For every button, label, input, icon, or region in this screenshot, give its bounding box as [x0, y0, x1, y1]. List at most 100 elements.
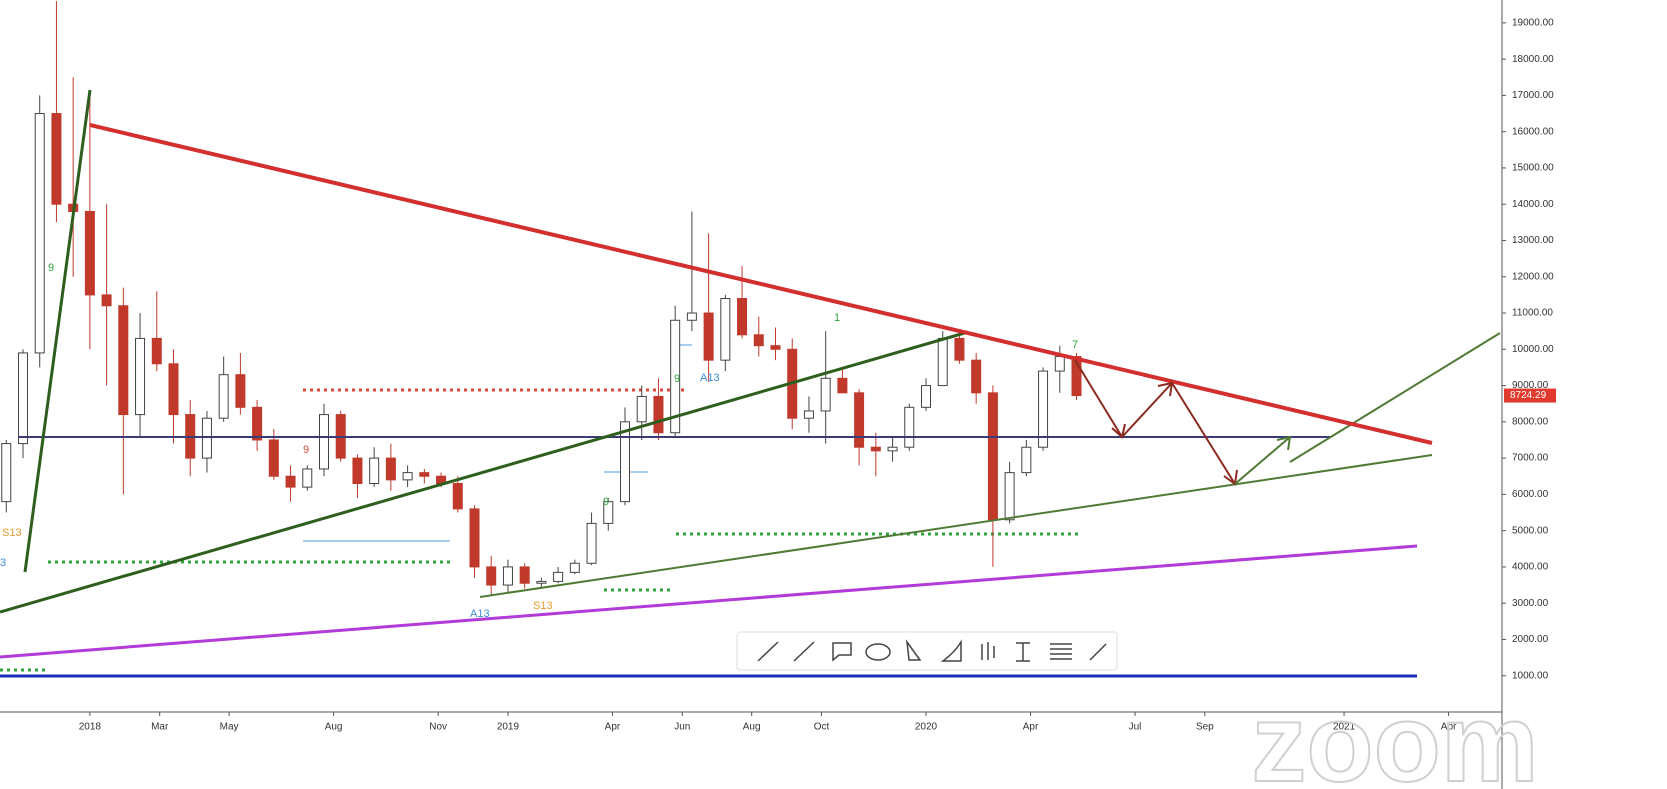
- x-tick-label: Aug: [743, 722, 761, 733]
- annotation: 9: [603, 496, 609, 508]
- y-tick-label: 12000.00: [1512, 271, 1554, 282]
- y-tick-label: 16000.00: [1512, 126, 1554, 137]
- annotation: S13: [533, 600, 553, 612]
- arrow-head: [1111, 423, 1126, 439]
- candle-body: [385, 457, 396, 481]
- annotation: 9: [48, 262, 54, 274]
- y-tick-label: 7000.00: [1512, 453, 1549, 464]
- trend-line-tool[interactable]: [757, 641, 779, 662]
- pattern-tool[interactable]: [940, 639, 962, 662]
- candle-body: [469, 508, 480, 568]
- candle-body: [201, 417, 212, 459]
- candle-body: [904, 406, 915, 448]
- annotation: 9: [674, 373, 680, 385]
- x-tick-label: Jun: [674, 722, 690, 733]
- candle-body: [837, 377, 848, 394]
- candle-body: [51, 113, 62, 205]
- axes: 1000.00 2000.00 3000.00 4000.00 5000.00 6000.…: [0, 0, 1556, 789]
- candle-body: [1021, 446, 1032, 474]
- x-tick-label: Jul: [1129, 722, 1142, 733]
- y-tick-label: 4000.00: [1512, 562, 1549, 573]
- projection-path: [1074, 359, 1236, 485]
- x-tick-label: Apr: [1023, 722, 1039, 733]
- candle-body: [151, 337, 162, 365]
- y-tick-label: 8000.00: [1512, 416, 1549, 427]
- arrow-head: [1157, 381, 1174, 397]
- ellipse-tool[interactable]: [865, 643, 891, 661]
- candle-body: [168, 363, 179, 416]
- candles: [1, 1, 1082, 596]
- candle-body: [753, 334, 764, 347]
- x-tick-label: Sep: [1196, 722, 1214, 733]
- candle-body: [686, 312, 697, 321]
- brush-tool[interactable]: [1089, 643, 1107, 661]
- ray-tool[interactable]: [793, 641, 815, 662]
- x-tick-label: 2019: [497, 722, 520, 733]
- x-tick-label: Apr: [605, 722, 621, 733]
- candle-body: [17, 352, 28, 445]
- candle-body: [1, 443, 12, 503]
- y-tick-label: 1000.00: [1512, 670, 1549, 681]
- y-tick-label: 19000.00: [1512, 17, 1554, 28]
- trend-line: [1289, 332, 1501, 463]
- candle-body: [318, 414, 329, 470]
- forecast-tool[interactable]: [981, 642, 995, 660]
- candle-body: [887, 446, 898, 452]
- candle-body: [820, 377, 831, 412]
- candle-body: [1004, 472, 1015, 521]
- watermark: zoom: [1251, 682, 1538, 789]
- callout-tool[interactable]: [832, 642, 852, 662]
- y-tick-label: 3000.00: [1512, 598, 1549, 609]
- toolbar: [736, 631, 1118, 671]
- last-price-label: 8724.29: [1510, 390, 1547, 401]
- candle-body: [218, 374, 229, 419]
- candle-body: [770, 345, 781, 350]
- candle-body: [252, 406, 263, 441]
- measure-tool[interactable]: [1016, 642, 1030, 662]
- candle-body: [502, 566, 513, 586]
- x-tick-label: Oct: [814, 722, 830, 733]
- candle-body: [987, 392, 998, 521]
- annotation: 1: [834, 312, 840, 324]
- candle-body: [620, 421, 630, 503]
- candle-body: [954, 337, 965, 361]
- candle-body: [603, 501, 614, 524]
- candle-body: [971, 359, 982, 394]
- candle-body: [1054, 356, 1065, 372]
- trend-line: [89, 123, 1433, 445]
- x-tick-label: 2021: [1333, 722, 1356, 733]
- y-tick-label: 13000.00: [1512, 235, 1554, 246]
- y-tick-label: 6000.00: [1512, 489, 1549, 500]
- candle-body: [586, 522, 597, 564]
- annotations: S13 9 9 A13 S13 9 9 A13 1 7 3: [0, 262, 1078, 620]
- annotation: A13: [470, 608, 490, 620]
- x-tick-label: May: [220, 722, 239, 733]
- candle-body: [703, 312, 714, 361]
- x-tick-label: Aug: [325, 722, 343, 733]
- x-tick-label: 2020: [915, 722, 938, 733]
- candle-body: [1038, 370, 1049, 448]
- trend-line: [0, 330, 969, 614]
- candle-body: [803, 410, 814, 419]
- annotation: A13: [700, 372, 720, 384]
- candle-body: [402, 472, 413, 481]
- candle-body: [34, 113, 45, 354]
- triangle-tool[interactable]: [905, 639, 922, 661]
- candle-body: [937, 337, 948, 387]
- candle-body: [536, 580, 547, 584]
- y-tick-label: 15000.00: [1512, 163, 1554, 174]
- trend-line: [0, 544, 1418, 659]
- candle-body: [369, 457, 380, 484]
- annotation: S13: [2, 527, 22, 539]
- projection-path: [1234, 436, 1291, 485]
- y-tick-label: 11000.00: [1512, 308, 1553, 319]
- candle-body: [921, 385, 932, 408]
- trend-line: [23, 89, 92, 573]
- y-tick-label: 5000.00: [1512, 525, 1549, 536]
- candle-body: [653, 395, 664, 434]
- candle-body: [84, 210, 95, 296]
- y-tick-label: 14000.00: [1512, 199, 1554, 210]
- fib-tool[interactable]: [1050, 643, 1072, 660]
